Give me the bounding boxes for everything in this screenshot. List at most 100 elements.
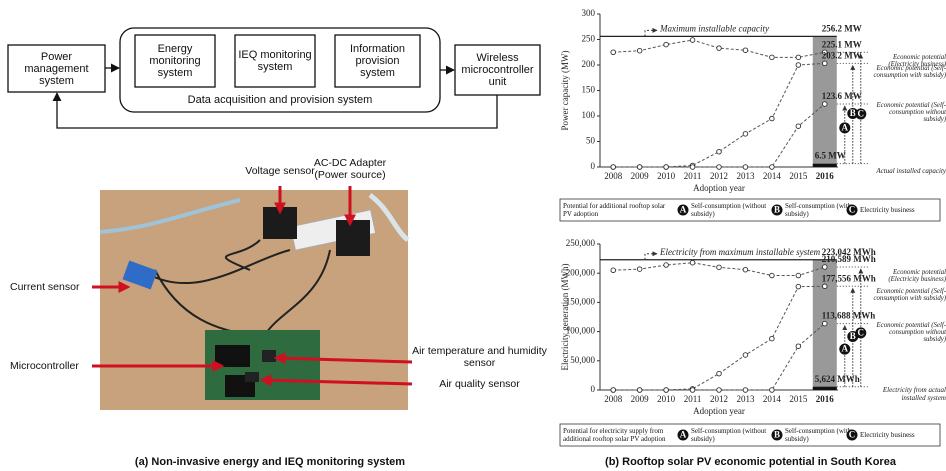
annotation: Actual installed capacity (870, 160, 946, 182)
y-tick-label: 200,000 (566, 267, 596, 277)
y-tick-label: 250,000 (566, 238, 596, 248)
series-line (613, 324, 825, 390)
max-name: Electricity from maximum installable sys… (659, 247, 821, 257)
value-label: 225.1 MW (822, 39, 862, 49)
photo-label: AC-DC Adapter (Power source) (305, 152, 395, 186)
x-tick-label: 2016 (816, 394, 835, 404)
point (796, 124, 801, 129)
actual-bar (813, 164, 837, 167)
group-label: Data acquisition and provision system (120, 92, 440, 108)
x-tick-label: 2011 (684, 394, 702, 404)
annotation-box: Electricity from actual installed system (870, 383, 946, 405)
photo-label-box: AC-DC Adapter (Power source) (305, 152, 395, 186)
photo-label-box: Air temperature and humidity sensor (412, 342, 547, 372)
point (796, 344, 801, 349)
x-tick-label: 2009 (631, 171, 650, 181)
point (822, 321, 827, 326)
point (690, 38, 695, 43)
y-tick-label: 0 (591, 161, 596, 171)
point (611, 165, 616, 170)
photo-label-box: Microcontroller (10, 357, 100, 375)
y-tick-label: 300 (582, 8, 596, 18)
chip (245, 372, 259, 382)
point (770, 116, 775, 121)
adapter (336, 220, 370, 256)
point (770, 273, 775, 278)
max-label: 256.2 MW (822, 23, 862, 33)
y-tick-label: 0 (591, 384, 596, 394)
y-tick-label: 150,000 (566, 296, 596, 306)
x-tick-label: 2014 (763, 171, 782, 181)
key-letter: B (850, 108, 856, 118)
series-line (613, 104, 825, 167)
caption: (b) Rooftop solar PV economic potential … (555, 453, 946, 471)
x-tick-label: 2010 (657, 394, 676, 404)
point (770, 165, 775, 170)
key-letter: A (842, 344, 849, 354)
legend-title-box: Potential for electricity supply from ad… (563, 424, 675, 446)
x-axis-title: Adoption year (693, 406, 745, 416)
point (770, 336, 775, 341)
point (796, 273, 801, 278)
x-tick-label: 2013 (736, 171, 755, 181)
page: 0501001502002503002008200920102011201220… (0, 0, 946, 471)
legend-key: C (849, 430, 856, 440)
caption-box: (a) Non-invasive energy and IEQ monitori… (90, 453, 450, 471)
point (796, 284, 801, 289)
y-tick-label: 100,000 (566, 326, 596, 336)
series-name-box: Economic potential (Self-consumption wit… (870, 60, 946, 84)
annotation-box: Actual installed capacity (870, 160, 946, 182)
legend-label-box: Electricity business (860, 424, 940, 446)
legend-label-box: Self-consumption (without subsidy) (691, 424, 769, 446)
max-pointer (645, 30, 657, 36)
node-label: Power management system (11, 45, 102, 92)
point (743, 165, 748, 170)
y-tick-label: 200 (582, 59, 596, 69)
y-tick-label: 250 (582, 34, 596, 44)
node-label: Wireless microcontroller unit (458, 45, 537, 95)
y-axis-title: Power capacity (MW) (560, 51, 570, 131)
y-tick-label: 50 (586, 136, 596, 146)
point (743, 132, 748, 137)
point (611, 388, 616, 393)
point (770, 388, 775, 393)
max-pointer (645, 254, 657, 260)
actual-bar (813, 387, 837, 390)
caption-box: (b) Rooftop solar PV economic potential … (555, 453, 946, 471)
legend-key: C (849, 205, 856, 215)
series-name-box: Economic potential (Self-consumption wit… (870, 321, 946, 345)
series-name-box: Economic potential (Self-consumption wit… (870, 283, 946, 307)
legend-title: Potential for electricity supply from ad… (563, 424, 675, 446)
x-tick-label: 2012 (710, 394, 728, 404)
point (664, 263, 669, 268)
point (664, 165, 669, 170)
point (796, 55, 801, 60)
point (796, 63, 801, 68)
point (611, 50, 616, 55)
point (664, 42, 669, 47)
point (637, 388, 642, 393)
x-tick-label: 2008 (604, 394, 623, 404)
point (637, 165, 642, 170)
key-letter: C (858, 327, 865, 337)
x-tick-label: 2014 (763, 394, 782, 404)
point (690, 260, 695, 265)
point (664, 388, 669, 393)
legend-label: Electricity business (860, 199, 940, 221)
point (717, 371, 722, 376)
photo-label: Current sensor (10, 278, 100, 296)
legend-label-box: Electricity business (860, 199, 940, 221)
legend-key: A (680, 205, 687, 215)
series-name: Economic potential (Self-consumption wit… (870, 101, 946, 125)
point (822, 102, 827, 107)
key-letter: C (858, 109, 865, 119)
point (822, 61, 827, 66)
point (743, 48, 748, 53)
photo-label-box: Current sensor (10, 278, 100, 296)
point (717, 46, 722, 51)
series-name: Economic potential (Self-consumption wit… (870, 60, 946, 84)
legend-key: B (774, 430, 780, 440)
node-label: Energy monitoring system (138, 35, 212, 87)
photo-label-box: Air quality sensor (412, 376, 547, 392)
value-label: 177,556 MWh (822, 273, 876, 283)
